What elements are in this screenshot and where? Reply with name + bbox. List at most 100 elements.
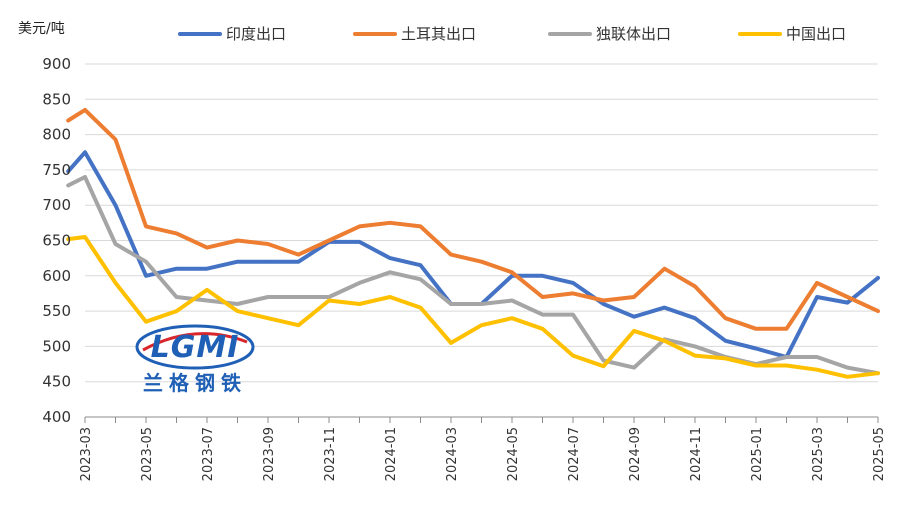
axes: 400 450 500 550 600 650 700 750 800 850 900 2023-03… <box>42 55 887 481</box>
data-point <box>388 221 392 225</box>
y-tick-label: 500 <box>42 337 71 355</box>
logo-tagline: 兰格钢铁 <box>143 371 247 395</box>
x-tick-label: 2023-11 <box>323 427 338 481</box>
data-point <box>480 323 483 327</box>
data-point <box>205 246 209 250</box>
data-point <box>144 320 148 324</box>
data-point <box>66 169 70 173</box>
data-point <box>388 256 392 260</box>
data-point <box>724 316 727 320</box>
data-point <box>266 316 270 320</box>
data-point <box>358 281 361 285</box>
legend-label: 独联体出口 <box>596 25 671 43</box>
data-point <box>266 242 270 246</box>
data-point <box>266 295 270 299</box>
data-point <box>663 339 666 343</box>
series-line-1 <box>66 107 880 331</box>
data-point <box>815 295 819 299</box>
data-point <box>297 260 300 264</box>
data-point <box>144 224 148 228</box>
data-point <box>114 242 117 246</box>
y-tick-label: 900 <box>42 55 71 73</box>
data-point <box>510 270 514 274</box>
data-point <box>541 295 544 299</box>
data-point <box>449 253 453 257</box>
data-point <box>754 347 758 350</box>
data-point <box>83 235 87 239</box>
legend: 印度出口 土耳其出口 独联体出口 中国出口 <box>178 25 846 43</box>
data-point <box>388 295 392 299</box>
watermark-logo: LGMI 兰格钢铁 <box>135 324 255 395</box>
data-point <box>236 302 239 306</box>
y-tick-label: 700 <box>42 196 71 214</box>
series-line-3 <box>66 235 880 379</box>
data-point <box>846 301 849 305</box>
x-tick-label: 2024-07 <box>567 427 582 481</box>
data-point <box>175 231 178 235</box>
data-point <box>114 138 117 141</box>
series-layer <box>66 107 880 379</box>
data-point <box>114 281 117 285</box>
data-point <box>815 355 819 359</box>
x-tick-label: 2024-09 <box>628 427 643 481</box>
data-point <box>83 175 87 179</box>
x-tick-label: 2025-03 <box>811 427 826 481</box>
data-point <box>602 364 605 368</box>
data-point <box>175 295 178 299</box>
y-tick-label: 550 <box>42 302 71 320</box>
data-point <box>571 291 575 295</box>
data-point <box>205 288 209 292</box>
data-point <box>83 150 87 154</box>
data-point <box>693 316 697 320</box>
data-point <box>358 302 361 306</box>
data-point <box>419 306 422 310</box>
data-point <box>663 267 666 271</box>
data-point <box>358 224 361 228</box>
data-point <box>602 299 605 302</box>
data-point <box>144 274 148 278</box>
x-tick-label: 2023-03 <box>79 427 94 481</box>
data-point <box>663 306 666 310</box>
data-point <box>388 270 392 274</box>
data-point <box>236 260 239 264</box>
legend-label: 印度出口 <box>226 25 286 43</box>
data-point <box>480 260 483 264</box>
data-point <box>327 299 331 302</box>
data-point <box>510 316 514 320</box>
data-point <box>846 295 849 299</box>
data-point <box>327 239 331 242</box>
logo-wordmark: LGMI <box>151 330 240 365</box>
data-point <box>602 359 605 362</box>
data-point <box>785 327 788 331</box>
data-point <box>205 267 209 271</box>
data-point <box>83 108 87 112</box>
data-point <box>571 313 575 317</box>
data-point <box>66 237 70 241</box>
x-tick-label: 2023-07 <box>201 427 216 481</box>
x-tick-label: 2025-01 <box>750 427 765 481</box>
data-point <box>632 315 636 319</box>
data-point <box>114 203 117 207</box>
x-tick-label: 2023-09 <box>262 427 277 481</box>
data-point <box>205 299 209 302</box>
data-point <box>846 375 849 379</box>
data-point <box>144 260 148 264</box>
data-point <box>327 295 331 299</box>
x-tick-label: 2025-05 <box>872 427 887 481</box>
data-point <box>236 239 239 242</box>
data-point <box>876 371 880 375</box>
y-tick-label: 400 <box>42 408 71 426</box>
data-point <box>876 276 880 280</box>
data-point <box>236 309 239 313</box>
data-point <box>297 295 300 299</box>
data-point <box>175 267 178 271</box>
data-point <box>693 344 697 348</box>
data-point <box>693 354 697 358</box>
legend-label: 土耳其出口 <box>401 25 476 43</box>
data-point <box>419 277 422 281</box>
data-point <box>571 281 575 285</box>
y-tick-label: 650 <box>42 232 71 250</box>
data-point <box>541 313 544 317</box>
data-point <box>815 368 819 372</box>
